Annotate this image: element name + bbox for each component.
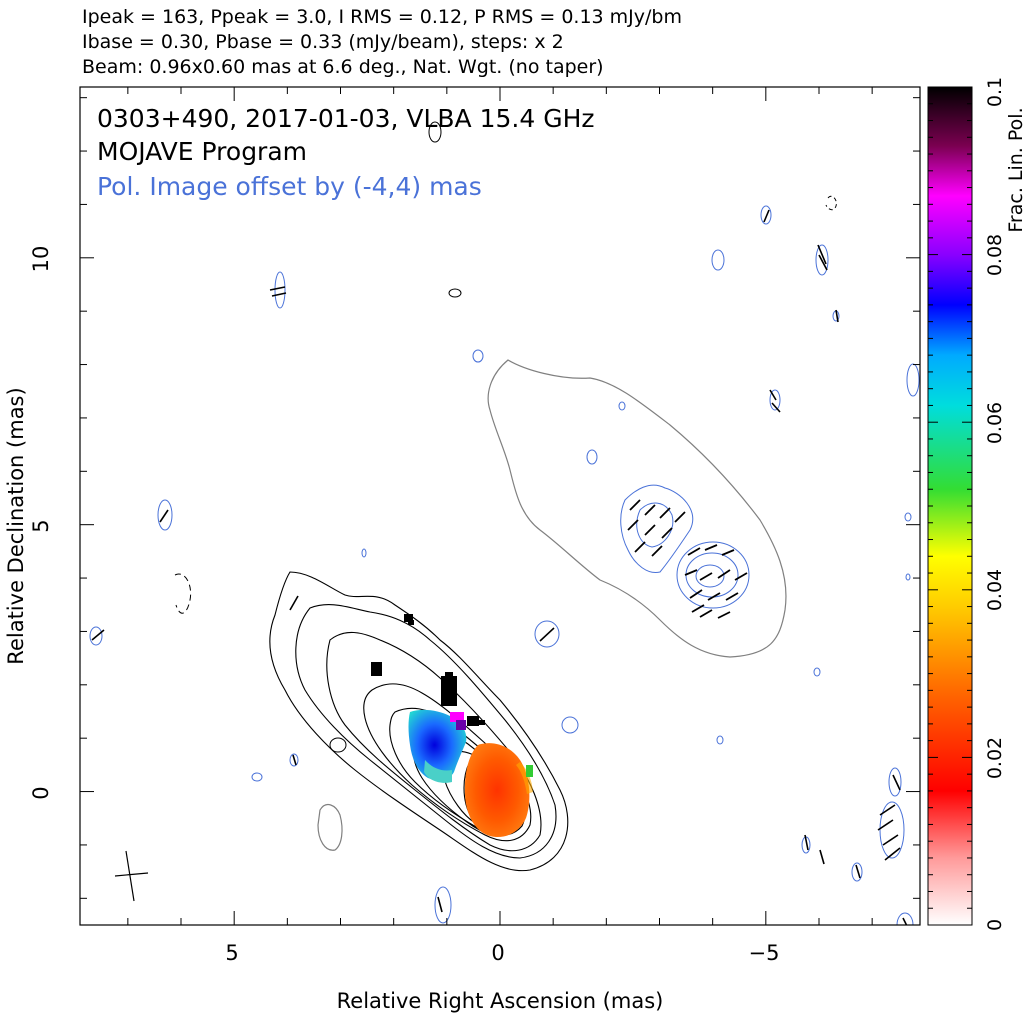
frac-pol-core-rim [516,762,533,794]
x-tick-label-5: 5 [225,941,238,965]
noise-evpa-sticks [91,209,908,925]
beam-marker [114,850,149,902]
noise-pol-contours [89,205,920,925]
y-axis-label: Relative Declination (mas) [4,387,28,664]
colorbar-tick-008: 0.08 [984,234,1006,276]
header-line-1: Ipeak = 163, Ppeak = 3.0, I RMS = 0.12, … [82,6,682,28]
noise-intensity-contours [174,121,837,753]
y-tick-label-5: 5 [29,519,53,532]
frac-pol-high-pixels [371,614,485,730]
frac-pol-jet-edge [424,760,452,783]
colorbar-tick-004: 0.04 [984,569,1006,611]
offset-outer-contour [487,359,787,658]
colorbar-ticks [928,86,972,926]
header-line-3: Beam: 0.96x0.60 mas at 6.6 deg., Nat. Wg… [82,56,604,78]
x-axis-label: Relative Right Ascension (mas) [337,989,664,1013]
header-line-2: Ibase = 0.30, Pbase = 0.33 (mJy/beam), s… [82,31,564,53]
axis-ticks [80,87,920,925]
offset-evpa-sticks [627,499,748,619]
frac-pol-core-region [464,743,530,838]
colorbar [927,86,973,926]
plot-area-content [89,121,920,925]
y-tick-label-10: 10 [29,246,53,273]
colorbar-tick-006: 0.06 [984,402,1006,444]
x-tick-label-minus5: −5 [749,941,780,965]
frac-pol-jet-region [408,709,467,780]
colorbar-tick-002: 0.02 [984,737,1006,779]
colorbar-tick-01: 0.1 [984,77,1006,107]
frac-pol-rim-green [526,765,533,777]
core-outer-gray-contour [317,803,343,851]
offset-note-label: Pol. Image offset by (-4,4) mas [97,172,482,201]
program-label: MOJAVE Program [97,137,307,166]
source-label: 0303+490, 2017-01-03, VLBA 15.4 GHz [97,104,595,133]
y-tick-label-0: 0 [29,786,53,799]
colorbar-tick-0: 0 [984,919,1006,931]
x-tick-label-0: 0 [491,941,504,965]
colorbar-label: Frac. Lin. Pol. [1005,107,1027,232]
